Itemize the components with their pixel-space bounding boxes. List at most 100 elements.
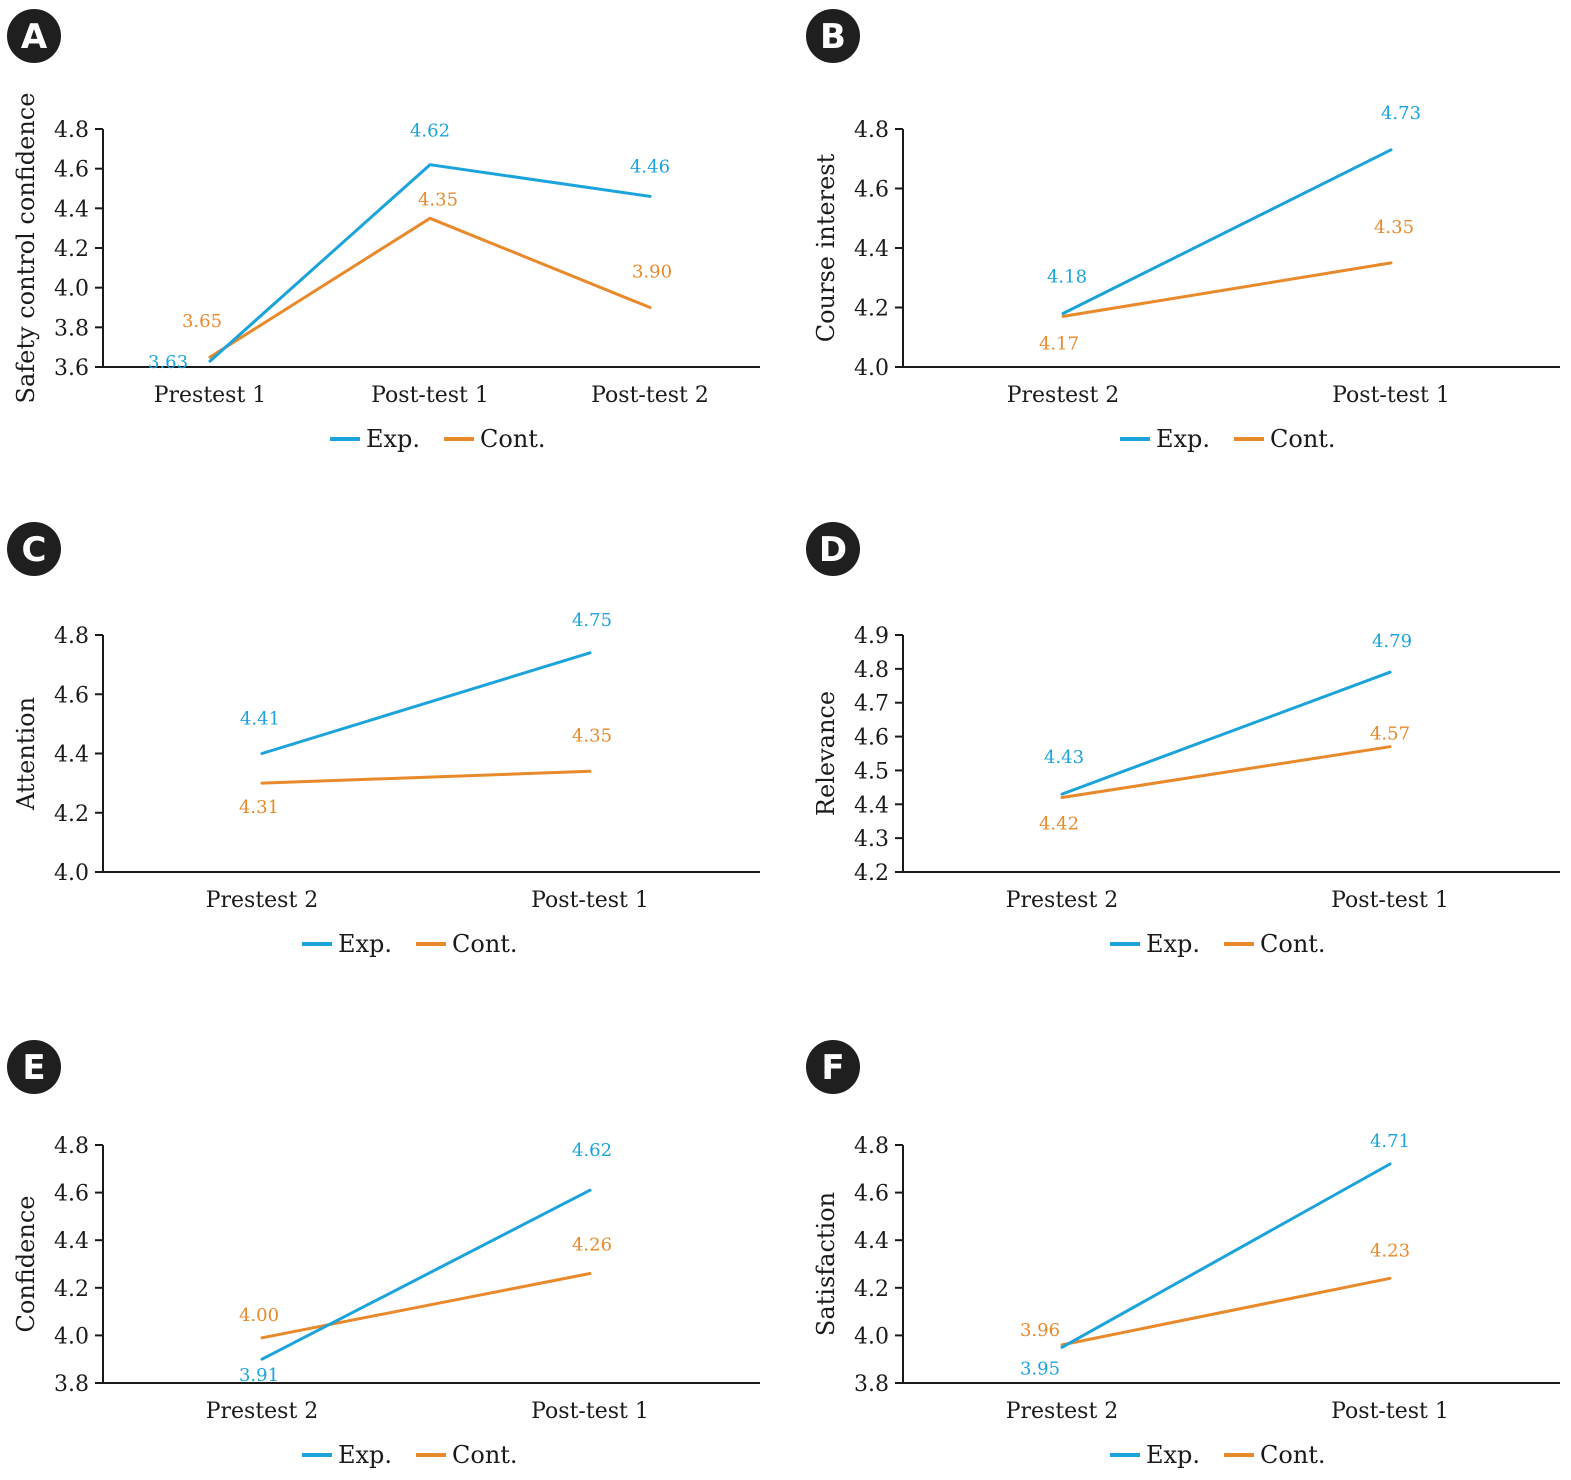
legend-label-exp: Exp.	[338, 930, 392, 958]
panel-badge-letter: E	[22, 1048, 45, 1088]
legend-label-cont: Cont.	[1270, 425, 1336, 453]
series-line-exp	[208, 163, 652, 363]
y-tick-label: 4.2	[54, 1277, 89, 1302]
series-line-exp	[1061, 148, 1393, 315]
y-tick-label: 4.8	[854, 658, 889, 683]
y-tick-label: 4.0	[854, 1324, 889, 1349]
series-line-cont	[1060, 1276, 1392, 1347]
panel-badge-circle	[806, 9, 860, 63]
x-category-label: Prestest 2	[206, 1399, 319, 1424]
x-category-label: Post-test 1	[1331, 1399, 1449, 1424]
y-tick-label: 3.6	[54, 356, 89, 381]
legend-label-exp: Exp.	[1146, 1441, 1200, 1469]
series-line-cont	[260, 769, 592, 785]
y-tick-label: 4.8	[854, 1134, 889, 1159]
panel-badge-circle	[806, 522, 860, 576]
y-tick-label: 4.0	[854, 356, 889, 381]
panel-badge-circle	[7, 9, 61, 63]
y-tick-label: 4.5	[854, 759, 889, 784]
y-tick-label: 4.6	[854, 1182, 889, 1207]
legend-label-cont: Cont.	[452, 930, 518, 958]
series-line-cont	[208, 216, 652, 359]
panel-badge-circle	[7, 522, 61, 576]
panel-badge-circle	[7, 1040, 61, 1094]
data-label-cont: 4.17	[1039, 333, 1079, 354]
legend-label-exp: Exp.	[1146, 930, 1200, 958]
y-axis-label: Attention	[12, 697, 40, 811]
x-category-label: Post-test 1	[1332, 383, 1450, 408]
legend-label-exp: Exp.	[366, 425, 420, 453]
data-label-cont: 3.90	[632, 262, 672, 283]
y-tick-label: 4.3	[854, 827, 889, 852]
data-label-exp: 4.46	[630, 156, 670, 177]
y-tick-label: 4.8	[854, 118, 889, 143]
data-label-exp: 4.62	[572, 1140, 612, 1161]
x-category-label: Post-test 1	[1331, 888, 1449, 913]
y-tick-label: 4.4	[854, 1229, 889, 1254]
y-tick-label: 4.9	[854, 624, 889, 649]
y-axis-label: Confidence	[12, 1196, 40, 1333]
y-axis-label: Satisfaction	[812, 1192, 840, 1336]
y-tick-label: 4.4	[54, 197, 89, 222]
y-tick-label: 3.8	[54, 1372, 89, 1397]
y-tick-label: 4.6	[854, 726, 889, 751]
data-label-cont: 3.96	[1020, 1320, 1060, 1341]
y-tick-label: 4.0	[54, 1324, 89, 1349]
y-tick-label: 4.6	[854, 178, 889, 203]
y-tick-label: 4.4	[54, 1229, 89, 1254]
series-line-exp	[1060, 670, 1392, 796]
panel-badge-letter: C	[22, 530, 47, 570]
y-tick-label: 4.0	[54, 277, 89, 302]
panel-badge-letter: F	[821, 1048, 844, 1088]
x-category-label: Post-test 2	[591, 383, 709, 408]
panel-b: B 4.0 4.2 4.4 4.6 4.8 Course interest Prestest …	[806, 9, 1560, 453]
data-label-cont: 4.42	[1039, 814, 1079, 835]
x-category-label: Prestest 1	[154, 383, 267, 408]
x-category-label: Prestest 2	[1007, 383, 1120, 408]
y-tick-label: 4.6	[54, 683, 89, 708]
data-label-cont: 3.65	[182, 311, 222, 332]
y-tick-label: 4.2	[854, 297, 889, 322]
data-label-exp: 3.91	[239, 1365, 279, 1386]
y-tick-label: 4.2	[854, 1277, 889, 1302]
data-label-exp: 4.75	[572, 610, 612, 631]
data-label-exp: 4.43	[1044, 747, 1084, 768]
panel-a: A 3.6 3.8 4.0 4.2 4.4 4.6 4.8 Safety control con…	[7, 9, 760, 453]
y-tick-label: 4.8	[54, 118, 89, 143]
series-line-cont	[1061, 261, 1393, 318]
data-label-cont: 4.35	[1374, 217, 1414, 238]
x-category-label: Prestest 2	[206, 888, 319, 913]
panel-d: D 4.2 4.3 4.4 4.5 4.6 4.7 4.8 4.9 Relevance Preste…	[806, 522, 1560, 958]
legend-label-cont: Cont.	[1260, 930, 1326, 958]
panel-badge-letter: D	[819, 530, 847, 570]
data-label-exp: 4.62	[410, 121, 450, 142]
y-tick-label: 4.6	[54, 1182, 89, 1207]
panel-e: E 3.8 4.0 4.2 4.4 4.6 4.8 Confidence Prestest 2 P…	[7, 1040, 760, 1469]
data-label-exp: 3.63	[148, 352, 188, 373]
legend-label-cont: Cont.	[1260, 1441, 1326, 1469]
panel-badge-letter: B	[820, 17, 846, 57]
y-tick-label: 4.2	[54, 237, 89, 262]
y-tick-label: 4.7	[854, 692, 889, 717]
y-tick-label: 4.0	[54, 861, 89, 886]
y-tick-label: 3.8	[54, 316, 89, 341]
data-label-cont: 4.31	[239, 797, 279, 818]
panel-badge-letter: A	[21, 17, 48, 57]
legend-label-exp: Exp.	[338, 1441, 392, 1469]
panel-badge-circle	[806, 1040, 860, 1094]
y-axis-label: Relevance	[812, 691, 840, 816]
data-label-cont: 4.57	[1370, 724, 1410, 745]
data-label-exp: 4.79	[1372, 631, 1412, 652]
data-label-exp: 4.71	[1370, 1131, 1410, 1152]
data-label-exp: 4.73	[1381, 103, 1421, 124]
y-tick-label: 4.2	[54, 802, 89, 827]
legend-label-cont: Cont.	[452, 1441, 518, 1469]
series-line-exp	[260, 1188, 592, 1361]
data-label-exp: 4.18	[1047, 266, 1087, 287]
y-tick-label: 4.8	[54, 624, 89, 649]
data-label-cont: 4.26	[572, 1235, 612, 1256]
series-line-cont	[1060, 745, 1392, 799]
x-category-label: Post-test 1	[371, 383, 489, 408]
y-tick-label: 4.4	[854, 237, 889, 262]
legend-label-cont: Cont.	[480, 425, 546, 453]
